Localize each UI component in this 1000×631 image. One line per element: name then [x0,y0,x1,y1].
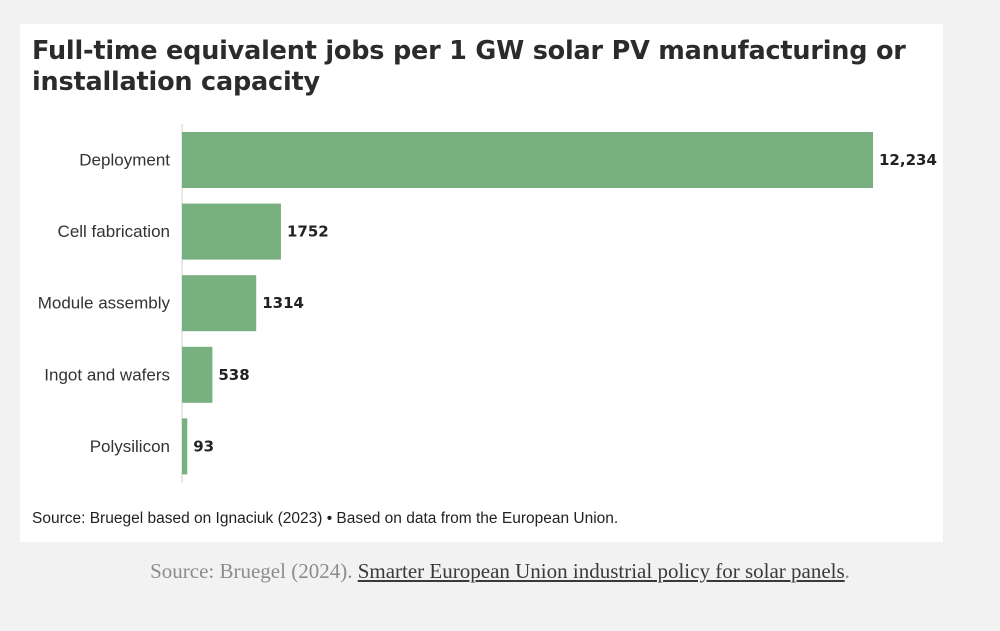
value-label: 538 [218,366,249,384]
bar [182,418,188,475]
chart-title: Full-time equivalent jobs per 1 GW solar… [32,36,906,97]
category-label: Module assembly [38,294,171,313]
value-label: 1752 [287,223,329,241]
bar [182,203,281,260]
bar [182,275,257,332]
caption-suffix: . [844,559,850,583]
caption-prefix: Source: Bruegel (2024). [150,559,358,583]
bar-chart: Deployment 12,234 Cell fabrication 1752 Modu… [38,124,937,483]
category-label: Deployment [79,151,170,170]
category-label: Cell fabrication [58,222,170,241]
value-label: 93 [193,437,214,455]
report-link[interactable]: Smarter European Union industrial policy… [357,559,845,583]
category-label: Polysilicon [90,437,170,456]
chart-source-note: Source: Bruegel based on Ignaciuk (2023)… [32,510,619,527]
bar [182,132,873,188]
value-label: 12,234 [879,151,937,169]
bar [182,346,213,403]
figure-caption: Source: Bruegel (2024). Smarter European… [100,556,900,586]
chart-card: Full-time equivalent jobs per 1 GW solar… [20,24,943,542]
value-label: 1314 [262,294,304,312]
category-label: Ingot and wafers [44,365,170,384]
